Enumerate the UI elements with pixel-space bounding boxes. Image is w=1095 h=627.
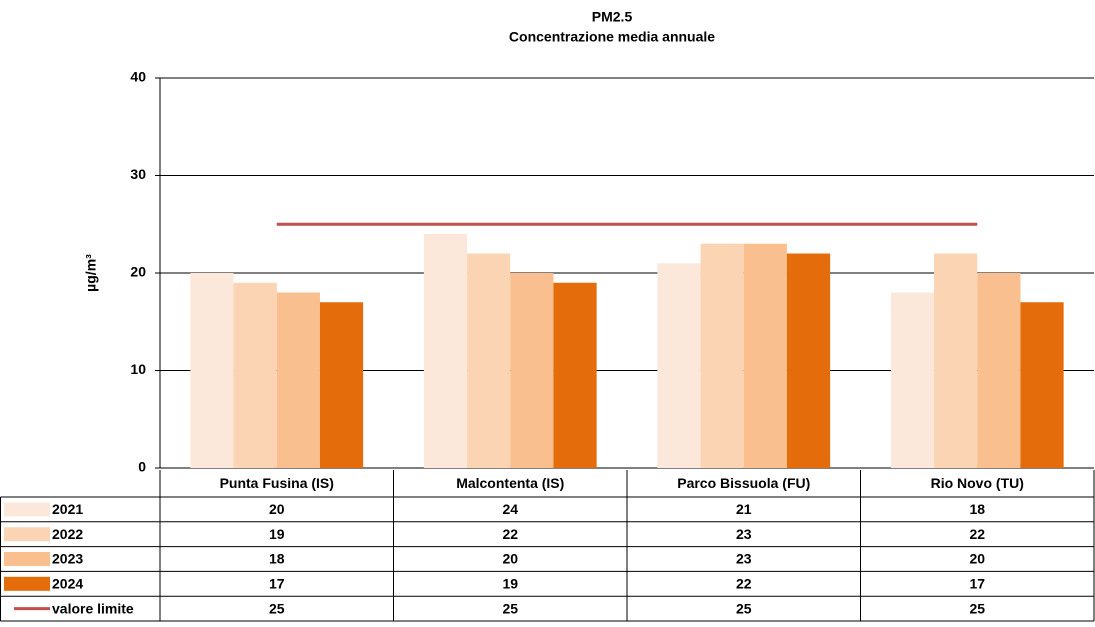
table-value: 22 — [502, 526, 518, 542]
chart-title: PM2.5 — [592, 9, 633, 25]
table-value: 19 — [502, 576, 518, 592]
bar — [657, 263, 701, 468]
x-tick-label: Parco Bissuola (FU) — [677, 475, 810, 491]
table-value: 20 — [969, 551, 985, 567]
bar — [423, 234, 468, 468]
table-value: 20 — [502, 551, 518, 567]
bar — [786, 253, 831, 468]
chart-subtitle: Concentrazione media annuale — [509, 29, 715, 45]
x-tick-label: Malcontenta (IS) — [456, 475, 564, 491]
table-value: 25 — [502, 600, 518, 616]
table-value: 22 — [969, 526, 985, 542]
bar — [1020, 302, 1064, 468]
legend-label: 2022 — [52, 526, 83, 542]
bar — [233, 282, 277, 468]
bar — [510, 273, 554, 468]
y-axis-label: µg/m³ — [83, 254, 99, 292]
table-value: 24 — [502, 501, 518, 517]
legend-label: 2021 — [52, 501, 83, 517]
table-value: 25 — [736, 600, 752, 616]
bar — [934, 253, 978, 468]
bar — [977, 273, 1021, 468]
y-tick-label: 40 — [130, 69, 146, 85]
table-value: 25 — [269, 600, 285, 616]
legend-key — [4, 552, 50, 566]
legend-label: valore limite — [52, 600, 134, 616]
bar — [190, 273, 234, 468]
bar — [700, 243, 744, 468]
y-tick-label: 30 — [130, 166, 146, 182]
bar — [553, 282, 597, 468]
x-tick-label: Punta Fusina (IS) — [220, 475, 334, 491]
legend-key — [4, 576, 50, 591]
legend-label: 2024 — [52, 576, 83, 592]
legend-key — [4, 527, 50, 542]
bar — [890, 292, 935, 468]
bar — [319, 302, 364, 468]
table-value: 22 — [736, 576, 752, 592]
table-value: 20 — [269, 501, 285, 517]
table-value: 23 — [736, 551, 752, 567]
table-value: 25 — [969, 600, 985, 616]
table-value: 17 — [269, 576, 285, 592]
legend-label: 2023 — [52, 551, 83, 567]
table-value: 18 — [269, 551, 285, 567]
bar — [743, 243, 787, 468]
bar — [276, 292, 320, 468]
legend-key — [4, 502, 50, 517]
bar — [467, 253, 511, 468]
x-tick-label: Rio Novo (TU) — [931, 475, 1024, 491]
table-value: 18 — [969, 501, 985, 517]
table-value: 17 — [969, 576, 985, 592]
y-tick-label: 10 — [130, 361, 146, 377]
table-value: 19 — [269, 526, 285, 542]
y-tick-label: 0 — [138, 459, 146, 475]
y-tick-label: 20 — [130, 264, 146, 280]
table-value: 23 — [736, 526, 752, 542]
table-value: 21 — [736, 501, 752, 517]
